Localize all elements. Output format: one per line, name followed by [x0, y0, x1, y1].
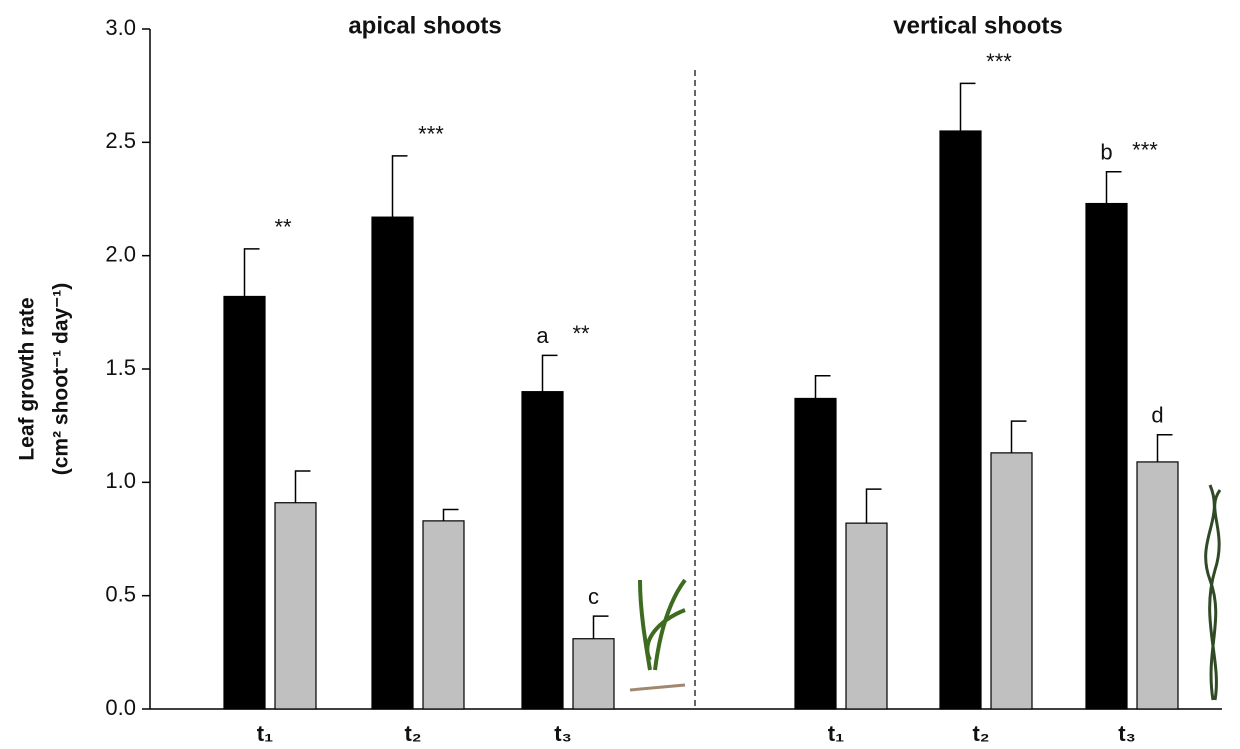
error-bar [1010, 420, 1027, 453]
bar [521, 391, 564, 710]
error-bar [1105, 171, 1122, 204]
bar [1085, 202, 1128, 710]
significance-letter: c [588, 584, 599, 609]
significance-stars: *** [418, 122, 444, 147]
significance-stars: ** [572, 321, 590, 346]
panel-title: apical shoots [348, 12, 501, 39]
error-bar [541, 354, 558, 392]
x-tick-label: t₂ [972, 721, 989, 746]
plant-vertical [1204, 484, 1222, 701]
bar [422, 520, 465, 710]
significance-letter: b [1100, 140, 1112, 165]
y-tick-label: 0.0 [105, 695, 136, 720]
panel-title: vertical shoots [893, 12, 1062, 39]
error-bar [959, 82, 976, 131]
bar [845, 522, 888, 710]
x-tick-label: t₃ [554, 721, 572, 746]
bar [572, 638, 615, 710]
error-bar [243, 248, 260, 297]
error-bar [592, 615, 609, 639]
significance-letter: d [1151, 403, 1163, 428]
y-tick-label: 3.0 [105, 15, 136, 40]
y-tick-label: 1.5 [105, 355, 136, 380]
bar [990, 452, 1033, 710]
x-tick-label: t₁ [828, 721, 844, 746]
y-axis-label: Leaf growth rate [16, 297, 39, 460]
y-tick-label: 1.0 [105, 468, 136, 493]
bar [274, 502, 317, 710]
significance-letter: a [536, 323, 549, 348]
significance-stars: *** [986, 49, 1012, 74]
bar [371, 216, 414, 710]
bar [223, 295, 266, 710]
x-tick-label: t₃ [1118, 721, 1136, 746]
bar [794, 397, 837, 710]
x-tick-label: t₁ [257, 721, 273, 746]
significance-stars: ** [274, 215, 292, 240]
error-bar [294, 470, 311, 503]
y-tick-label: 2.5 [105, 128, 136, 153]
error-bar [391, 155, 408, 218]
bar [1136, 461, 1179, 710]
bar [939, 130, 982, 710]
significance-stars: *** [1132, 138, 1158, 163]
error-bar [442, 508, 459, 521]
y-tick-label: 0.5 [105, 581, 136, 606]
x-tick-label: t₂ [404, 721, 421, 746]
error-bar [814, 375, 831, 399]
y-tick-label: 2.0 [105, 241, 136, 266]
y-axis-label: (cm² shoot⁻¹ day⁻¹) [50, 283, 73, 476]
plant-apical [629, 578, 687, 692]
error-bar [1156, 433, 1173, 462]
error-bar [865, 488, 882, 524]
